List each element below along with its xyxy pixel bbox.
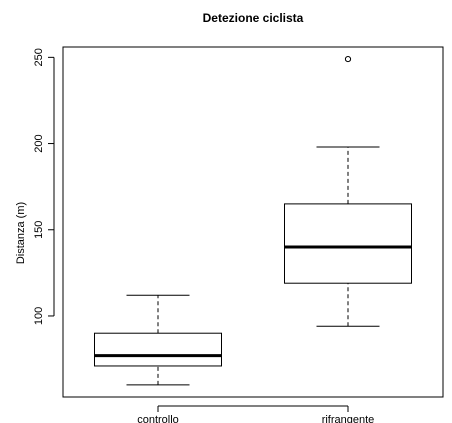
y-tick-label: 250 <box>33 48 45 66</box>
chart-title: Detezione ciclista <box>203 11 304 25</box>
outlier-point <box>344 55 352 63</box>
y-tick-label: 200 <box>33 134 45 152</box>
boxplot-series <box>94 55 412 386</box>
x-axis: controllo rifrangente <box>137 405 375 423</box>
y-axis-label: Distanza (m) <box>15 202 27 264</box>
interquartile-box <box>94 332 222 367</box>
y-axis: 100 150 200 250 <box>33 48 55 325</box>
x-tick-label: controllo <box>137 414 179 423</box>
plot-area-frame <box>62 46 444 398</box>
box-rifrangente <box>284 55 412 327</box>
y-tick-label: 100 <box>33 307 45 325</box>
x-tick-label: rifrangente <box>322 414 375 423</box>
y-tick-label: 150 <box>33 221 45 239</box>
interquartile-box <box>284 203 412 284</box>
box-controllo <box>94 294 222 386</box>
